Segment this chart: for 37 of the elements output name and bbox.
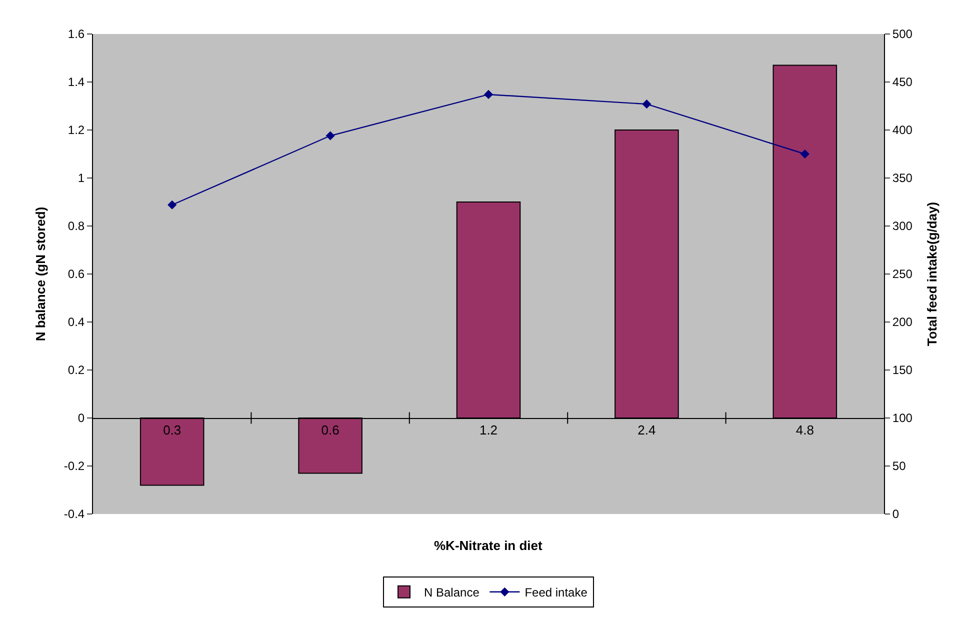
x-tick-label: 0.6 [321,422,340,438]
legend-label: Feed intake [524,586,588,600]
y2-tick-label: 400 [892,123,913,138]
point [800,149,810,159]
y2-axis-title: Total feed intake(g/day) [924,202,940,346]
x-tick-label: 2.4 [638,422,656,438]
y2-tick-label: 500 [892,27,913,42]
y-tick-label: 0.4 [68,315,85,330]
y-tick-label: 0.8 [68,219,85,234]
y-tick-label: 1.4 [68,75,85,90]
y2-tick-label: 200 [892,315,913,330]
point [326,131,335,140]
y2-tick-label: 300 [892,219,913,234]
y-tick-label: 1.2 [68,123,85,138]
y-tick-label: 1.6 [68,27,85,42]
point [484,90,494,100]
legend-label: N Balance [424,586,480,600]
y-tick-label: -0.4 [64,507,85,522]
x-axis-title: %K-Nitrate in diet [434,538,544,553]
y-axis-title: N balance (gN stored) [32,206,48,342]
y-tick-label: 0.2 [68,363,85,378]
y2-tick-label: 250 [892,267,913,282]
y2-tick-label: 100 [892,411,913,426]
y2-tick-label: 450 [892,75,913,90]
x-tick-label: 1.2 [479,422,498,438]
point [168,200,177,210]
y2-tick-label: 50 [892,459,906,474]
y2-tick-label: 150 [892,363,913,378]
y-tick-label: 1 [78,171,85,186]
x-tick-label: 4.8 [796,422,814,438]
y-tick-label: -0.2 [64,459,85,474]
y-tick-label: 0 [78,411,85,426]
y-tick-label: 0.6 [68,267,85,282]
y2-tick-label: 350 [892,171,913,186]
y2-tick-label: 0 [892,507,900,522]
x-tick-label: 0.3 [163,422,182,438]
point [642,100,652,109]
